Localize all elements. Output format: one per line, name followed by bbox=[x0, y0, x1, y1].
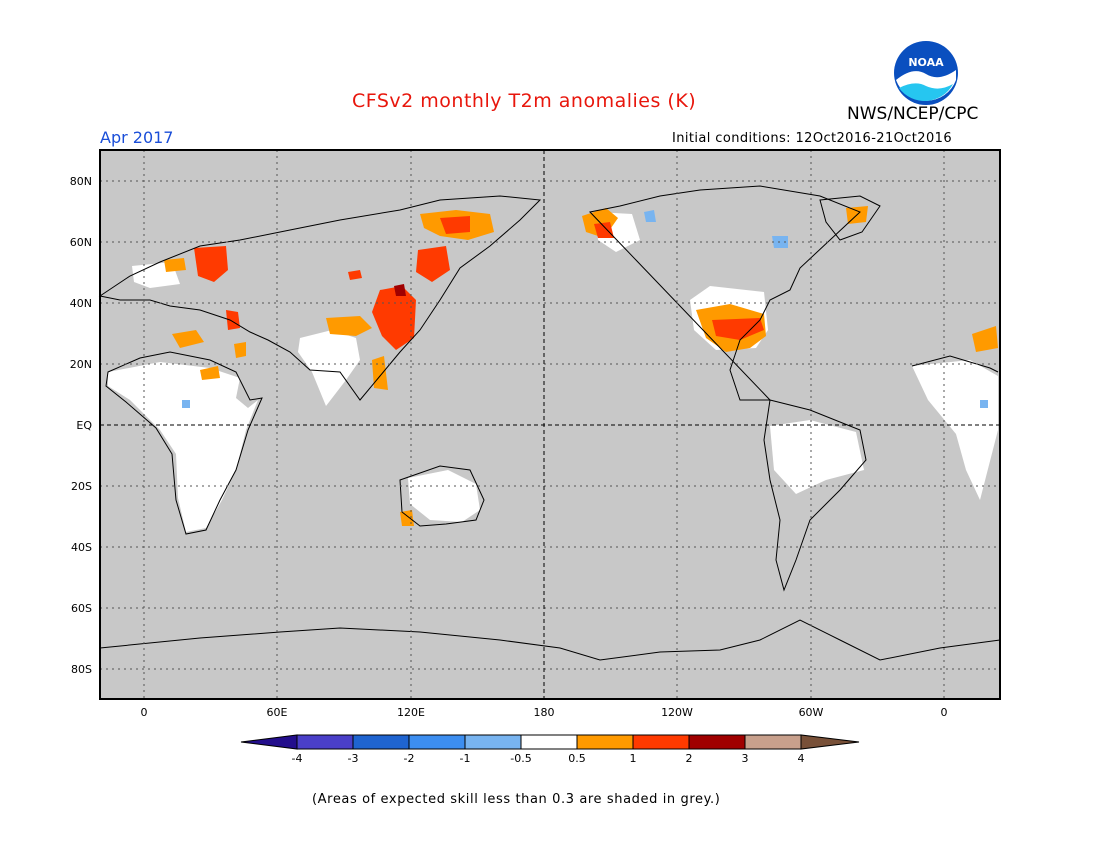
graticule bbox=[100, 150, 1000, 699]
lat-label: 80N bbox=[70, 175, 92, 188]
colorbar-labels: -4 -3 -2 -1 -0.5 0.5 1 2 3 4 bbox=[292, 752, 805, 765]
lon-labels: 0 60E 120E 180 120W 60W 0 bbox=[141, 706, 948, 719]
eurasia-outline bbox=[98, 195, 542, 401]
lat-label: 80S bbox=[71, 663, 92, 676]
colorbar-swatch bbox=[520, 734, 578, 750]
colorbar-label: 4 bbox=[798, 752, 805, 765]
colorbar-label: -4 bbox=[292, 752, 303, 765]
warm-anomaly-regions bbox=[164, 206, 998, 526]
colorbar-swatch bbox=[688, 734, 746, 750]
north-america-outline bbox=[589, 185, 861, 401]
colorbar-swatch bbox=[408, 734, 466, 750]
colorbar-label: 2 bbox=[686, 752, 693, 765]
strong-warm-anomaly-regions bbox=[194, 216, 764, 350]
colorbar-label: -1 bbox=[460, 752, 471, 765]
colorbar-swatch bbox=[576, 734, 634, 750]
lon-label: 120W bbox=[661, 706, 693, 719]
initial-conditions: Initial conditions: 12Oct2016-21Oct2016 bbox=[672, 131, 952, 146]
colorbar-label: 1 bbox=[630, 752, 637, 765]
south-america-near-normal bbox=[770, 420, 864, 494]
coastlines bbox=[98, 185, 1001, 661]
colorbar: -4 -3 -2 -1 -0.5 0.5 1 2 3 4 bbox=[240, 734, 860, 765]
cold-anomaly-regions bbox=[182, 210, 988, 408]
valid-month: Apr 2017 bbox=[100, 128, 174, 147]
colorbar-swatch bbox=[744, 734, 802, 750]
colorbar-label: -0.5 bbox=[510, 752, 531, 765]
lat-labels: 80N 60N 40N 20N EQ 20S 40S 60S 80S bbox=[70, 175, 93, 676]
very-strong-warm-anomaly-regions bbox=[394, 284, 406, 296]
lat-label: 60S bbox=[71, 602, 92, 615]
australia-outline bbox=[399, 465, 485, 527]
colorbar-label: -3 bbox=[348, 752, 359, 765]
lon-label: 180 bbox=[534, 706, 555, 719]
colorbar-swatch bbox=[296, 734, 354, 750]
lat-label: 40N bbox=[70, 297, 92, 310]
colorbar-swatch-min bbox=[240, 734, 298, 750]
lon-label: 0 bbox=[941, 706, 948, 719]
lat-label: 20N bbox=[70, 358, 92, 371]
colorbar-label: 3 bbox=[742, 752, 749, 765]
colorbar-swatches bbox=[240, 734, 860, 750]
lon-label: 120E bbox=[397, 706, 425, 719]
colorbar-swatch-max bbox=[800, 734, 860, 750]
noaa-logo-text: NOAA bbox=[908, 56, 944, 69]
india-near-normal bbox=[298, 330, 360, 406]
lon-label: 60E bbox=[267, 706, 288, 719]
australia-near-normal bbox=[408, 470, 480, 522]
colorbar-swatch bbox=[464, 734, 522, 750]
noaa-logo: NOAA bbox=[894, 41, 958, 105]
south-america-outline bbox=[763, 399, 867, 592]
africa-wrap-near-normal bbox=[912, 360, 998, 500]
footnote: (Areas of expected skill less than 0.3 a… bbox=[312, 792, 721, 807]
equator-dateline bbox=[100, 150, 1000, 699]
map-frame bbox=[99, 149, 1001, 700]
africa-outline bbox=[105, 351, 263, 535]
lat-label: EQ bbox=[76, 419, 92, 432]
antarctica-outline bbox=[99, 619, 1001, 661]
colorbar-label: 0.5 bbox=[568, 752, 586, 765]
world-map: 80N 60N 40N 20N EQ 20S 40S 60S 80S 0 60E… bbox=[70, 149, 1001, 719]
lat-label: 20S bbox=[71, 480, 92, 493]
agency-label: NWS/NCEP/CPC bbox=[847, 104, 979, 124]
colorbar-label: -2 bbox=[404, 752, 415, 765]
africa-near-normal bbox=[108, 362, 258, 532]
map-title: CFSv2 monthly T2m anomalies (K) bbox=[352, 90, 697, 112]
greenland-outline bbox=[819, 195, 881, 241]
lon-label: 0 bbox=[141, 706, 148, 719]
lon-label: 60W bbox=[799, 706, 824, 719]
colorbar-swatch bbox=[352, 734, 410, 750]
lat-label: 60N bbox=[70, 236, 92, 249]
lat-label: 40S bbox=[71, 541, 92, 554]
colorbar-swatch bbox=[632, 734, 690, 750]
